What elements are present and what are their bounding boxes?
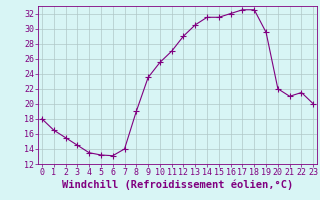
X-axis label: Windchill (Refroidissement éolien,°C): Windchill (Refroidissement éolien,°C) [62, 180, 293, 190]
